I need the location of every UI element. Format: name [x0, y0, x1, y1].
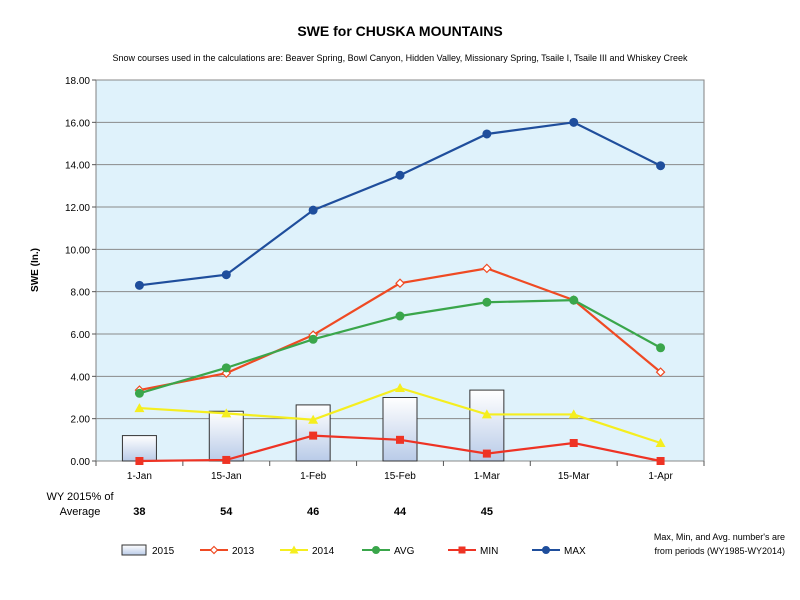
point-MAX — [395, 170, 405, 180]
bar-2015 — [295, 404, 331, 462]
pct-label-line1: WY 2015% of — [46, 491, 114, 503]
pct-label-line2: Average — [60, 506, 101, 518]
legend-label-MIN: MIN — [480, 546, 498, 557]
point-AVG — [134, 388, 144, 398]
y-tick-label: 6.00 — [71, 330, 91, 341]
point-MIN — [135, 457, 144, 465]
legend-label-2013: 2013 — [232, 546, 255, 557]
bar-2015 — [208, 410, 244, 462]
point-2014 — [568, 409, 579, 419]
point-MIN — [482, 449, 491, 458]
point-2014 — [308, 414, 319, 424]
point-MIN — [569, 439, 578, 448]
x-tick-label: 1-Mar — [474, 471, 501, 482]
series-lines — [134, 117, 666, 465]
period-note-line1: Max, Min, and Avg. number's are — [654, 532, 785, 542]
legend: 2015 2013 2014 AVG MIN MAX — [121, 544, 586, 557]
x-tick-label: 15-Feb — [384, 471, 416, 482]
point-MIN — [222, 455, 231, 464]
point-AVG — [308, 334, 318, 344]
legend-label-MAX: MAX — [564, 546, 586, 557]
y-tick-label: 18.00 — [65, 76, 90, 87]
y-tick-label: 10.00 — [65, 245, 90, 256]
point-2013 — [221, 368, 232, 379]
y-tick-label: 4.00 — [71, 372, 91, 383]
period-note-line2: from periods (WY1985-WY2014) — [654, 546, 785, 556]
y-axis-ticks: 0.00 2.00 4.00 6.00 8.00 10.00 12.00 14.00 16.00… — [65, 76, 96, 468]
pct-of-average-value: 46 — [307, 506, 319, 518]
point-2013 — [655, 367, 666, 377]
point-MAX — [308, 205, 318, 215]
point-MAX — [569, 117, 579, 127]
y-tick-label: 0.00 — [71, 457, 91, 468]
point-MIN — [656, 457, 665, 465]
point-MIN — [309, 431, 318, 440]
x-tick-label: 1-Feb — [300, 471, 327, 482]
point-AVG — [569, 295, 579, 305]
point-2013 — [395, 278, 405, 289]
point-MAX — [656, 161, 666, 171]
chart-subtitle: Snow courses used in the calculations ar… — [112, 53, 688, 63]
point-2014 — [655, 438, 666, 448]
legend-marker-2013 — [209, 545, 219, 555]
x-tick-label: 15-Jan — [211, 471, 242, 482]
y-tick-label: 8.00 — [71, 288, 91, 299]
point-2014 — [395, 382, 405, 392]
legend-label-2014: 2014 — [312, 546, 335, 557]
x-axis-ticks: 1-Jan 15-Jan 1-Feb 15-Feb 1-Mar 15-Mar 1-Apr — [95, 461, 705, 482]
x-tick-label: 1-Jan — [127, 471, 152, 482]
x-tick-label: 15-Mar — [558, 471, 590, 482]
point-MAX — [221, 270, 231, 280]
point-MAX — [134, 280, 144, 290]
point-MAX — [482, 129, 492, 139]
point-AVG — [482, 297, 492, 307]
pct-of-average-value: 38 — [133, 506, 145, 518]
y-tick-label: 12.00 — [65, 203, 90, 214]
pct-of-average-value: 45 — [481, 506, 493, 518]
bar-2015 — [382, 397, 418, 462]
pct-of-average-value: 54 — [220, 506, 233, 518]
legend-label-AVG: AVG — [394, 546, 415, 557]
point-2014 — [134, 403, 145, 413]
point-2013 — [482, 263, 492, 274]
point-AVG — [395, 311, 405, 321]
y-tick-label: 14.00 — [65, 161, 90, 172]
legend-label-2015: 2015 — [152, 546, 175, 557]
y-tick-label: 16.00 — [65, 118, 90, 129]
y-axis-label: SWE (In.) — [30, 248, 41, 292]
bars-2015 — [121, 389, 505, 462]
legend-marker-MIN — [458, 546, 466, 554]
point-2014 — [481, 409, 492, 419]
point-2014 — [221, 408, 232, 418]
x-tick-label: 1-Apr — [648, 471, 673, 482]
legend-marker-AVG — [372, 546, 380, 554]
point-MIN — [396, 435, 404, 444]
chart-title: SWE for CHUSKA MOUNTAINS — [297, 23, 502, 39]
pct-of-average-value: 44 — [394, 506, 407, 518]
legend-marker-MAX — [542, 546, 550, 554]
legend-swatch-2015 — [121, 544, 147, 556]
point-AVG — [221, 363, 231, 373]
y-tick-label: 2.00 — [71, 415, 91, 426]
pct-of-average-values: 38 54 46 44 45 — [133, 506, 493, 518]
legend-marker-2014 — [289, 545, 299, 554]
point-AVG — [656, 343, 666, 353]
bar-2015 — [469, 389, 505, 462]
